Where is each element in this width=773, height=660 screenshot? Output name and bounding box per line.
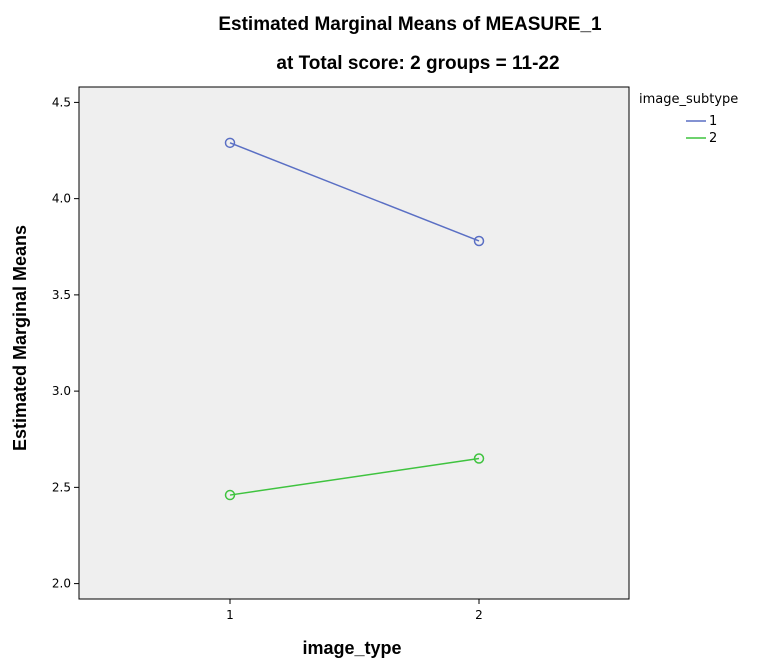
y-axis-title: Estimated Marginal Means (10, 225, 30, 451)
y-tick-label: 3.5 (52, 288, 71, 302)
legend-label: 1 (709, 114, 717, 129)
x-axis-title: image_type (302, 638, 401, 658)
plot-area (78, 86, 630, 600)
series-2-line (229, 457, 480, 496)
y-tick-label: 2.5 (52, 480, 71, 494)
chart-subtitle: at Total score: 2 groups = 11-22 (276, 53, 559, 74)
x-tick-label: 2 (475, 608, 483, 622)
series-layer (224, 137, 485, 501)
legend-label: 2 (709, 131, 717, 146)
y-axis: 2.0 2.5 3.0 3.5 4.0 4.5 (52, 95, 79, 591)
series-1-point (224, 137, 236, 149)
chart-title: Estimated Marginal Means of MEASURE_1 (218, 14, 602, 35)
legend-title: image_subtype (639, 92, 738, 107)
x-tick-label: 1 (226, 608, 234, 622)
legend: image_subtype 12 (639, 92, 738, 146)
y-tick-label: 4.0 (52, 192, 71, 206)
legend-items: 12 (686, 114, 717, 146)
series-2-point (224, 489, 236, 501)
y-tick-label: 3.0 (52, 384, 71, 398)
series-2-point (473, 453, 485, 464)
series-1-line (229, 142, 480, 242)
y-tick-label: 2.0 (52, 577, 71, 591)
y-tick-label: 4.5 (52, 95, 71, 109)
series-1-point (473, 235, 485, 247)
